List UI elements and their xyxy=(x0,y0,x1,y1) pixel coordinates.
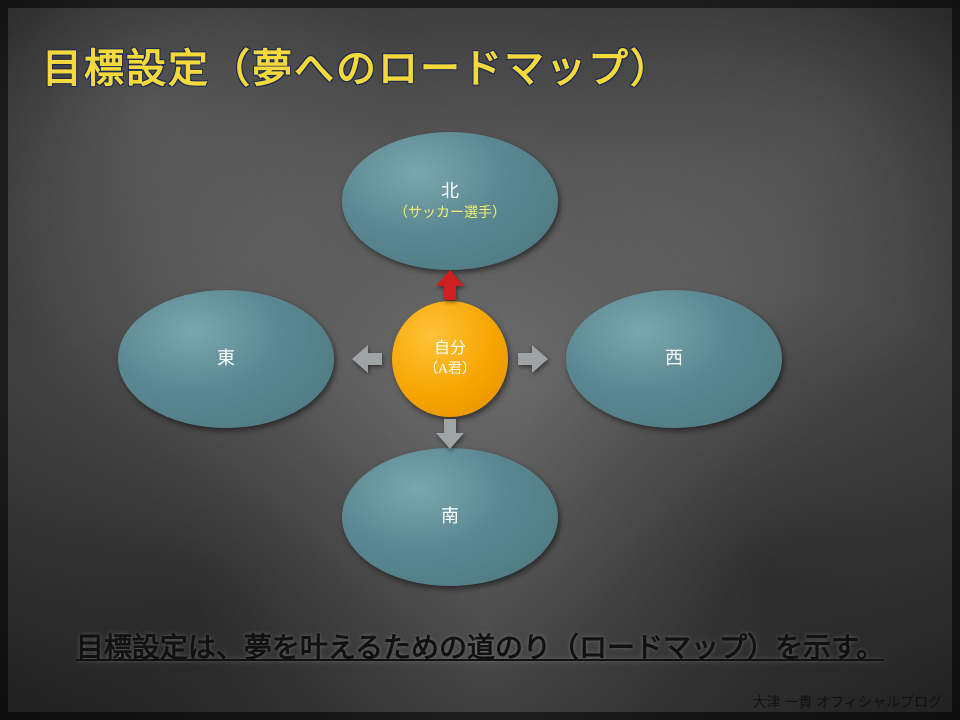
node-center: 自分 （A君） xyxy=(392,301,508,417)
slide-title: 目標設定（夢へのロードマップ） xyxy=(42,36,672,94)
arrow-down-icon xyxy=(432,415,468,451)
node-center-label: 自分 xyxy=(434,338,466,360)
node-west: 西 xyxy=(566,290,782,428)
node-center-sublabel: （A君） xyxy=(424,360,476,380)
node-east: 東 xyxy=(118,290,334,428)
slide-footer: 大津 一貴 オフィシャルブログ xyxy=(753,692,943,712)
node-north-sublabel: （サッカー選手） xyxy=(394,204,506,224)
arrow-up-icon xyxy=(432,268,468,304)
node-west-label: 西 xyxy=(665,346,683,371)
node-north-label: 北 xyxy=(441,179,459,204)
compass-diagram: 北 （サッカー選手） 東 西 南 自分 （A君） xyxy=(0,120,960,610)
arrow-left-icon xyxy=(350,341,386,377)
node-south: 南 xyxy=(342,448,558,586)
arrow-right-icon xyxy=(514,341,550,377)
slide-subtitle: 目標設定は、夢を叶えるための道のり（ロードマップ）を示す。 xyxy=(0,626,960,666)
node-north: 北 （サッカー選手） xyxy=(342,132,558,270)
node-south-label: 南 xyxy=(441,504,459,529)
node-east-label: 東 xyxy=(217,346,235,371)
